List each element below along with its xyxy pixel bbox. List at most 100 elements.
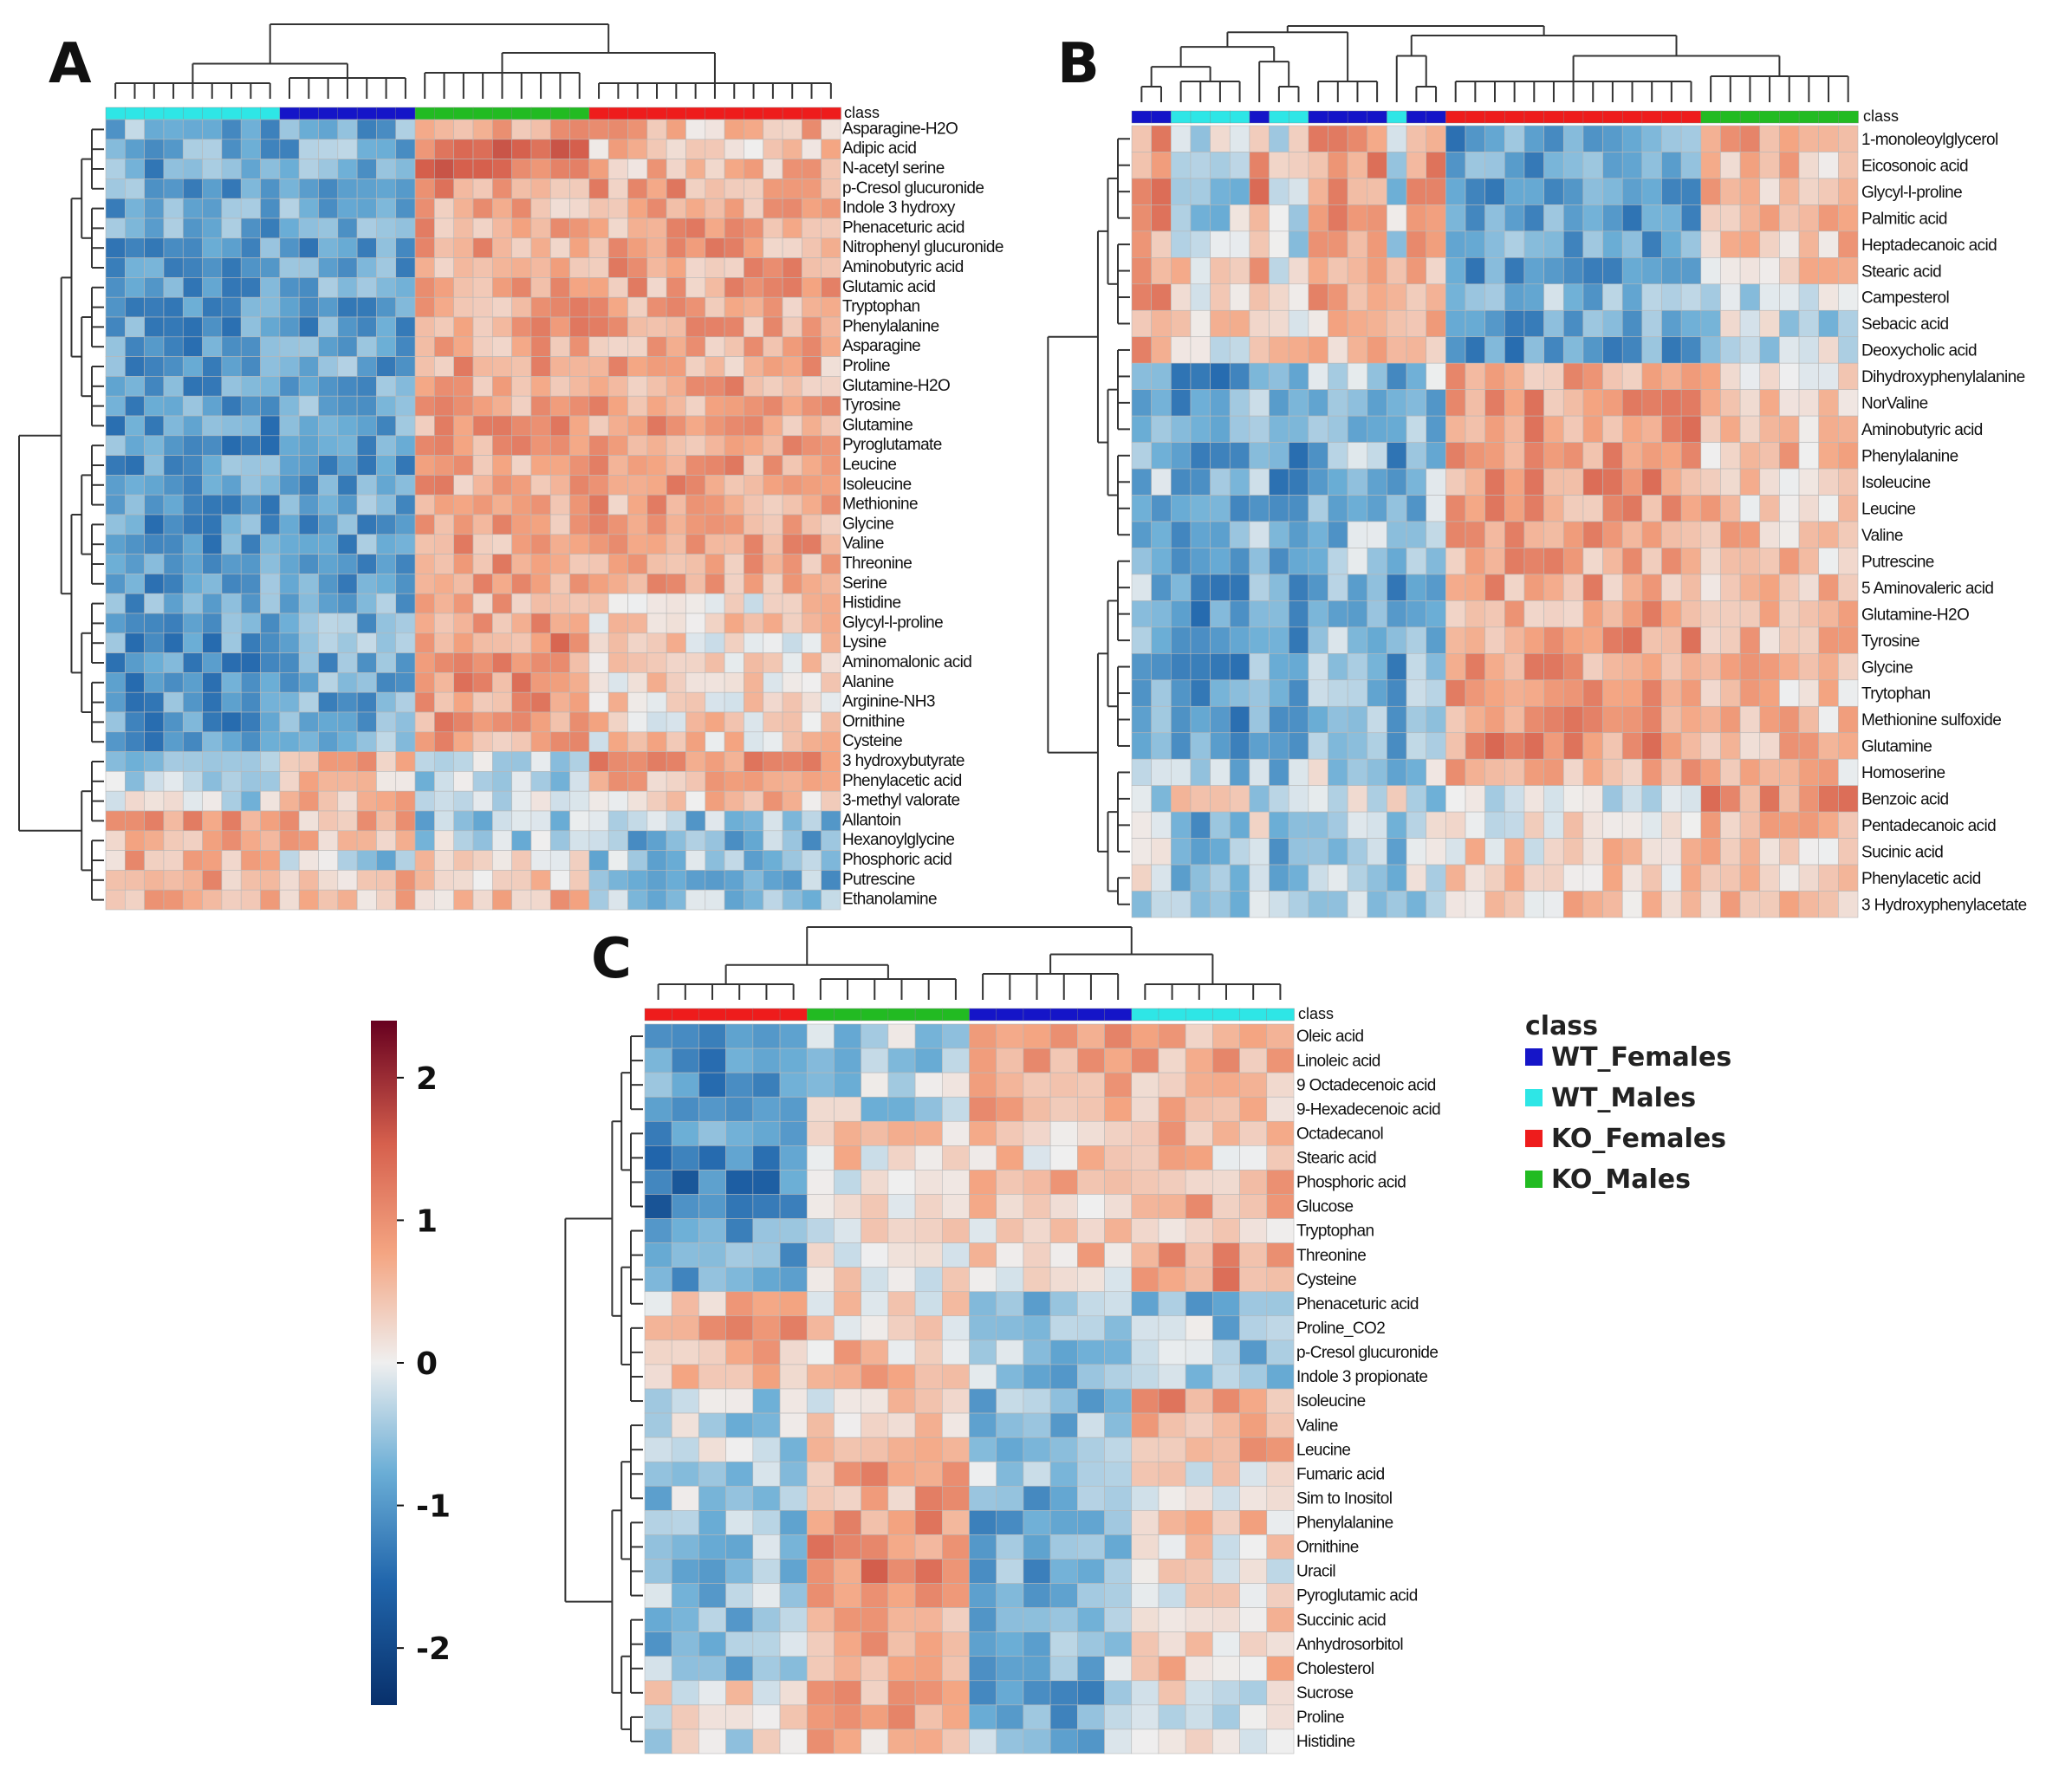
heatmap-cell bbox=[724, 790, 744, 812]
heatmap-cell bbox=[1239, 1583, 1268, 1608]
heatmap-cell bbox=[1700, 389, 1721, 417]
heatmap-cell bbox=[646, 119, 667, 140]
heatmap-cell bbox=[1582, 204, 1603, 232]
heatmap-cell bbox=[472, 475, 493, 496]
heatmap-cell bbox=[569, 316, 590, 338]
heatmap-cell bbox=[1229, 389, 1250, 417]
heatmap-cell bbox=[1239, 1437, 1268, 1462]
heatmap-cell bbox=[1779, 442, 1800, 470]
row-label: NorValine bbox=[1861, 395, 1928, 413]
heatmap-cell bbox=[914, 1680, 943, 1706]
heatmap-cell bbox=[644, 1218, 672, 1243]
heatmap-cell bbox=[996, 1631, 1024, 1657]
heatmap-cell bbox=[1266, 1510, 1295, 1535]
heatmap-cell bbox=[298, 475, 319, 496]
row-label: Asparagine bbox=[842, 337, 920, 355]
heatmap-cell bbox=[1104, 1704, 1133, 1730]
heatmap-cell bbox=[1387, 521, 1407, 548]
heatmap-cell bbox=[763, 159, 783, 179]
heatmap-cell bbox=[221, 870, 242, 891]
heatmap-cell bbox=[1151, 495, 1172, 522]
heatmap-cell bbox=[105, 494, 126, 516]
heatmap-cell bbox=[395, 119, 416, 140]
heatmap-cell bbox=[298, 751, 319, 772]
heatmap-cell bbox=[644, 1437, 672, 1462]
heatmap-cell bbox=[1104, 1461, 1133, 1487]
heatmap-cell bbox=[607, 810, 628, 832]
heatmap-cell bbox=[1131, 1145, 1159, 1171]
heatmap-cell bbox=[1158, 1412, 1186, 1438]
heatmap-cell bbox=[914, 1170, 943, 1195]
heatmap-cell bbox=[1239, 1194, 1268, 1219]
heatmap-cell bbox=[472, 632, 493, 653]
heatmap-cell bbox=[144, 574, 165, 594]
heatmap-cell bbox=[1523, 758, 1544, 786]
heatmap-cell bbox=[1621, 785, 1643, 813]
heatmap-cell bbox=[1308, 178, 1328, 205]
heatmap-cell bbox=[1212, 1607, 1240, 1632]
heatmap-cell bbox=[724, 435, 744, 456]
heatmap-cell bbox=[434, 574, 454, 594]
heatmap-cell bbox=[763, 889, 783, 911]
heatmap-cell bbox=[779, 1559, 808, 1584]
heatmap-cell bbox=[569, 810, 590, 832]
heatmap-cell bbox=[782, 790, 802, 812]
heatmap-cell bbox=[1700, 574, 1721, 601]
heatmap-cell bbox=[1798, 679, 1820, 707]
heatmap-cell bbox=[1269, 495, 1289, 522]
heatmap-cell bbox=[724, 554, 744, 574]
class-cell bbox=[763, 107, 783, 120]
heatmap-cell bbox=[1023, 1388, 1051, 1414]
heatmap-cell bbox=[644, 1388, 672, 1414]
heatmap-cell bbox=[941, 1315, 970, 1341]
heatmap-cell bbox=[861, 1145, 889, 1171]
heatmap-cell bbox=[763, 830, 783, 851]
heatmap-cell bbox=[821, 771, 841, 792]
heatmap-cell bbox=[105, 751, 126, 772]
heatmap-cell bbox=[941, 1534, 970, 1560]
heatmap-cell bbox=[588, 217, 609, 239]
heatmap-cell bbox=[725, 1461, 754, 1487]
heatmap-cell bbox=[182, 237, 203, 258]
heatmap-cell bbox=[144, 711, 165, 733]
heatmap-cell bbox=[1151, 653, 1172, 681]
heatmap-cell bbox=[1504, 230, 1525, 258]
heatmap-cell bbox=[1190, 362, 1211, 390]
heatmap-cell bbox=[1562, 336, 1584, 364]
heatmap-cell bbox=[969, 1339, 997, 1365]
heatmap-cell bbox=[356, 652, 377, 673]
heatmap-cell bbox=[376, 554, 397, 574]
heatmap-cell bbox=[1661, 309, 1682, 338]
heatmap-cell bbox=[802, 534, 822, 555]
heatmap-cell bbox=[821, 435, 841, 456]
heatmap-cell bbox=[1465, 600, 1485, 628]
heatmap-cell bbox=[724, 356, 744, 377]
heatmap-cell bbox=[1249, 548, 1270, 575]
heatmap-cell bbox=[221, 159, 242, 179]
heatmap-cell bbox=[1445, 442, 1466, 470]
heatmap-cell bbox=[1170, 626, 1192, 654]
heatmap-cell bbox=[1504, 653, 1525, 681]
heatmap-cell bbox=[861, 1291, 889, 1317]
heatmap-cell bbox=[1621, 679, 1643, 707]
heatmap-cell bbox=[627, 376, 648, 397]
heatmap-cell bbox=[607, 119, 628, 140]
heatmap-cell bbox=[530, 395, 551, 417]
heatmap-cell bbox=[1523, 626, 1544, 654]
heatmap-cell bbox=[782, 771, 802, 792]
heatmap-cell bbox=[671, 1242, 699, 1268]
heatmap-cell bbox=[779, 1485, 808, 1511]
heatmap-cell bbox=[1543, 230, 1564, 258]
heatmap-cell bbox=[806, 1437, 835, 1462]
heatmap-cell bbox=[763, 475, 783, 496]
heatmap-cell bbox=[337, 534, 358, 555]
heatmap-cell bbox=[1077, 1120, 1105, 1146]
heatmap-cell bbox=[627, 296, 648, 318]
heatmap-cell bbox=[887, 1559, 916, 1584]
heatmap-cell bbox=[1151, 362, 1172, 390]
heatmap-cell bbox=[1269, 891, 1289, 918]
heatmap-cell bbox=[549, 237, 570, 258]
heatmap-cell bbox=[549, 534, 570, 555]
heatmap-cell bbox=[569, 356, 590, 377]
heatmap-cell bbox=[356, 711, 377, 733]
